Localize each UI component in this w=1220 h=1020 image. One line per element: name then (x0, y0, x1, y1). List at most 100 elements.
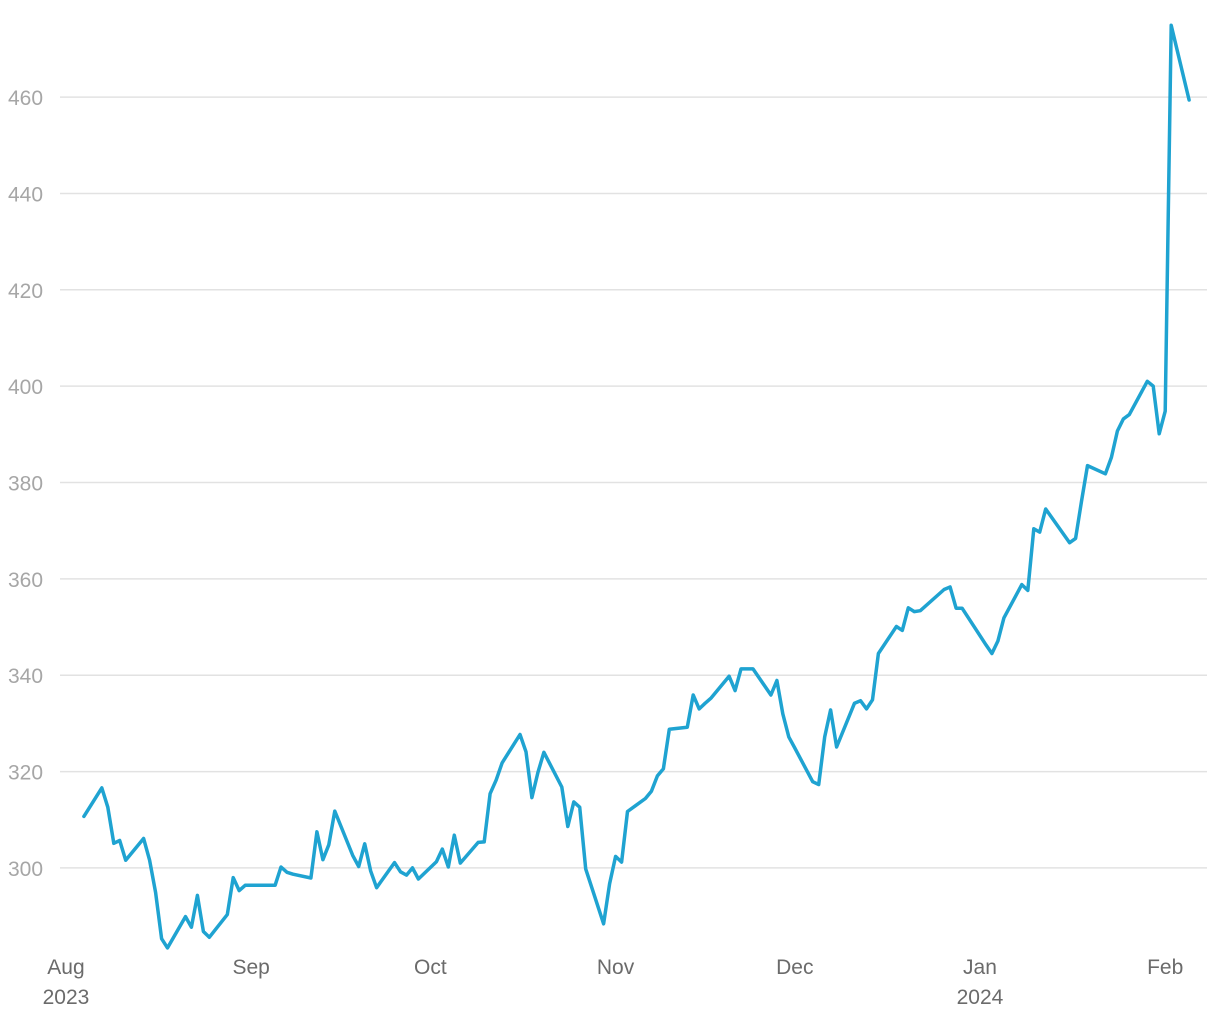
data-point (392, 860, 396, 864)
data-point (273, 883, 277, 887)
data-point (434, 860, 438, 864)
data-point (566, 824, 570, 828)
series-layer (82, 23, 1191, 950)
x-tick-label-dec: Dec (776, 956, 813, 979)
data-point (578, 805, 582, 809)
y-tick-label-460: 460 (8, 87, 43, 110)
data-point (1103, 472, 1107, 476)
data-point (1032, 527, 1036, 531)
data-point (368, 869, 372, 873)
data-point (1109, 455, 1113, 459)
data-point (291, 872, 295, 876)
data-point (124, 858, 128, 862)
data-point (655, 774, 659, 778)
data-point (494, 778, 498, 782)
data-point (488, 792, 492, 796)
data-point (243, 883, 247, 887)
data-point (106, 805, 110, 809)
data-point (691, 693, 695, 697)
data-point (1038, 530, 1042, 534)
data-point (572, 800, 576, 804)
data-point (159, 937, 163, 941)
data-point (1163, 409, 1167, 413)
data-point (739, 667, 743, 671)
data-point (960, 606, 964, 610)
data-point (1127, 412, 1131, 416)
y-tick-label-300: 300 (8, 858, 43, 881)
x-tick-label-nov: Nov (597, 956, 635, 979)
data-point (697, 707, 701, 711)
data-point (231, 875, 235, 879)
y-tick-label-440: 440 (8, 183, 43, 206)
data-point (584, 867, 588, 871)
data-point (906, 606, 910, 610)
data-point (440, 847, 444, 851)
data-point (357, 864, 361, 868)
y-tick-label-340: 340 (8, 665, 43, 688)
data-point (189, 925, 193, 929)
data-point (793, 746, 797, 750)
data-point (404, 873, 408, 877)
data-point (984, 643, 988, 647)
data-point (542, 750, 546, 754)
data-point (285, 870, 289, 874)
data-point (625, 809, 629, 813)
data-point (207, 935, 211, 939)
data-point (1169, 23, 1173, 27)
data-point (398, 870, 402, 874)
data-point (1002, 616, 1006, 620)
data-point (1067, 541, 1071, 545)
gridlines (60, 96, 1207, 869)
data-point (858, 699, 862, 703)
data-point (733, 688, 737, 692)
y-tick-label-420: 420 (8, 280, 43, 303)
data-point (524, 750, 528, 754)
data-point (309, 876, 313, 880)
data-point (751, 667, 755, 671)
data-point (500, 761, 504, 765)
data-point (1145, 379, 1149, 383)
y-tick-label-380: 380 (8, 473, 43, 496)
data-point (667, 727, 671, 731)
data-point (321, 858, 325, 862)
data-point (817, 782, 821, 786)
data-point (1151, 384, 1155, 388)
data-point (100, 786, 104, 790)
data-point (82, 814, 86, 818)
data-point (165, 946, 169, 950)
data-point (685, 725, 689, 729)
data-point (775, 678, 779, 682)
y-tick-label-360: 360 (8, 569, 43, 592)
data-point (452, 833, 456, 837)
data-point (327, 843, 331, 847)
data-point (410, 866, 414, 870)
data-point (201, 929, 205, 933)
data-point (918, 609, 922, 613)
data-point (613, 854, 617, 858)
data-point (147, 858, 151, 862)
data-point (781, 712, 785, 716)
y-tick-label-400: 400 (8, 376, 43, 399)
data-point (811, 780, 815, 784)
x-tick-year-2023: 2023 (43, 986, 90, 1009)
data-point (416, 877, 420, 881)
data-point (769, 693, 773, 697)
data-point (876, 651, 880, 655)
data-point (279, 865, 283, 869)
series-line-0 (82, 23, 1191, 950)
data-point (153, 890, 157, 894)
y-axis-tick-labels: 300 320 340 360 380 400 420 440 460 (8, 87, 43, 881)
data-point (225, 912, 229, 916)
data-point (1044, 507, 1048, 511)
data-point (834, 745, 838, 749)
data-point (530, 795, 534, 799)
x-tick-label-jan: Jan (963, 956, 997, 979)
data-point (237, 888, 241, 892)
data-point (619, 860, 623, 864)
data-point (1157, 432, 1161, 436)
data-point (1073, 536, 1077, 540)
data-point (536, 770, 540, 774)
data-point (112, 841, 116, 845)
data-point (870, 698, 874, 702)
